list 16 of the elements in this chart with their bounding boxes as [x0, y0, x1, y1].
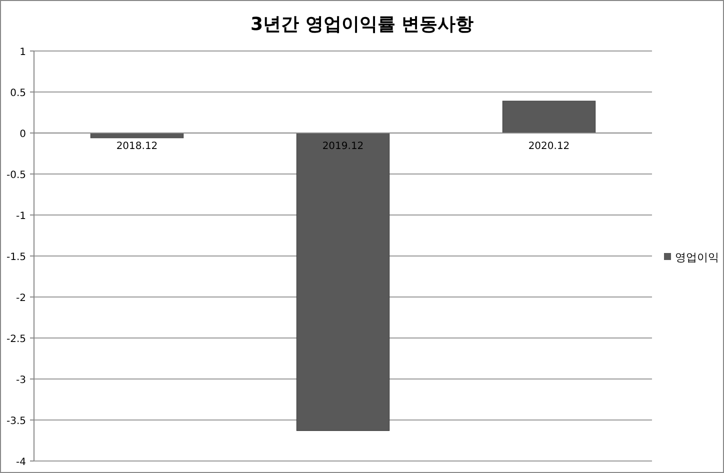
- y-tick-label: -4: [16, 457, 26, 468]
- y-tick-label: -1: [16, 211, 26, 222]
- chart-title: 3년간 영업이익률 변동사항: [250, 14, 474, 35]
- x-tick-label: 2020.12: [528, 141, 570, 152]
- y-tick-label: 0: [20, 129, 26, 140]
- y-tick-label: -1.5: [6, 252, 26, 263]
- x-tick-label: 2019.12: [322, 141, 364, 152]
- y-tick-label: -3.5: [6, 416, 26, 427]
- y-tick-label: -3: [16, 375, 26, 386]
- x-tick-label: 2018.12: [116, 141, 158, 152]
- y-tick-label: -2.5: [6, 334, 26, 345]
- y-tick-label: 1: [20, 47, 26, 58]
- legend-label: 영업이익: [675, 251, 719, 264]
- y-tick-label: -2: [16, 293, 26, 304]
- y-tick-label: -0.5: [6, 170, 26, 181]
- y-tick-label: 0.5: [10, 88, 26, 99]
